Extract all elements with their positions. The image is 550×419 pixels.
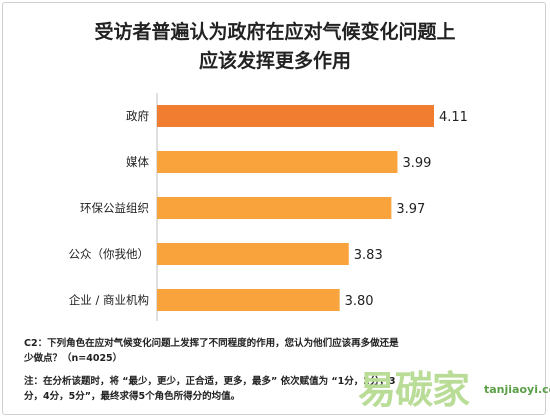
scoring-method-note: 注：在分析该题时，将 “最少，更少，正合适，更多，最多” 依次赋值为 “1分，2… <box>24 376 396 402</box>
value-label-0: 4.11 <box>439 110 468 125</box>
bar-marks: 政府 4.11 媒体 3.99 环保公益组织 3.97 公众（你我他） 3.83 企业 / 商业… <box>69 105 468 311</box>
watermark-domain: tanjiaoyi.com <box>484 383 550 396</box>
value-label-2: 3.97 <box>396 202 425 217</box>
category-label-4: 企业 / 商业机构 <box>69 293 149 307</box>
bar-4 <box>157 289 340 311</box>
chart-title-line-2: 应该发挥更多作用 <box>198 50 351 72</box>
survey-question-note: C2：下列角色在应对气候变化问题上发挥了不同程度的作用，您认为他们应该再多做还是… <box>24 338 399 364</box>
category-label-0: 政府 <box>126 109 149 123</box>
chart-title-line-1: 受访者普遍认为政府在应对气候变化问题上 <box>94 21 456 43</box>
watermark-logo-text: 易碳家 <box>358 368 470 412</box>
site-watermark: 易碳家 tanjiaoyi.com <box>352 357 550 413</box>
value-label-4: 3.80 <box>345 294 374 309</box>
category-label-3: 公众（你我他） <box>69 247 150 261</box>
bar-0 <box>157 105 434 127</box>
chart-title: 受访者普遍认为政府在应对气候变化问题上 应该发挥更多作用 <box>0 18 550 76</box>
value-label-1: 3.99 <box>402 156 431 171</box>
bar-1 <box>157 151 398 173</box>
category-label-2: 环保公益组织 <box>80 201 149 215</box>
category-label-1: 媒体 <box>126 155 149 169</box>
value-label-3: 3.83 <box>354 248 383 263</box>
bar-2 <box>157 197 392 219</box>
bar-chart: 政府 4.11 媒体 3.99 环保公益组织 3.97 公众（你我他） 3.83 企业 / 商业… <box>69 93 468 321</box>
bar-3 <box>157 243 349 265</box>
